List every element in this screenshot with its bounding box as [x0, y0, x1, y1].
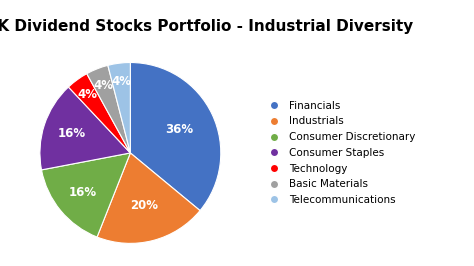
Wedge shape	[108, 63, 130, 153]
Wedge shape	[87, 65, 130, 153]
Text: 4%: 4%	[94, 79, 114, 92]
Text: 16%: 16%	[69, 186, 97, 199]
Text: 36%: 36%	[165, 123, 193, 136]
Wedge shape	[42, 153, 130, 237]
Text: 4%: 4%	[111, 75, 131, 88]
Wedge shape	[40, 87, 130, 170]
Text: 20%: 20%	[130, 199, 158, 212]
Wedge shape	[130, 63, 221, 211]
Wedge shape	[68, 74, 130, 153]
Legend: Financials, Industrials, Consumer Discretionary, Consumer Staples, Technology, B: Financials, Industrials, Consumer Discre…	[260, 97, 419, 209]
Text: 16%: 16%	[58, 127, 86, 140]
Text: 4%: 4%	[78, 88, 98, 101]
Text: UK Dividend Stocks Portfolio - Industrial Diversity: UK Dividend Stocks Portfolio - Industria…	[0, 19, 413, 34]
Wedge shape	[97, 153, 200, 243]
